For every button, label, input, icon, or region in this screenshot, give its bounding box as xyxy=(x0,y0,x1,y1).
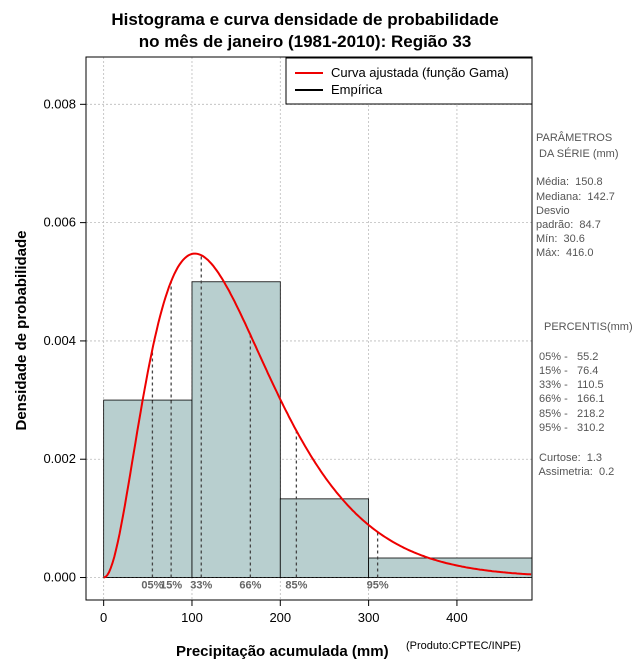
y-tick-label-1: 0.002 xyxy=(43,451,76,466)
x-tick-label-4: 400 xyxy=(446,610,468,625)
percentile-label-3: 66% xyxy=(239,580,261,592)
x-tick-label-3: 300 xyxy=(358,610,380,625)
stat-padrao: padrão: 84.7 xyxy=(536,219,601,231)
percentil-66: 66% - 166.1 xyxy=(536,393,605,405)
credit-text: (Produto:CPTEC/INPE) xyxy=(406,640,521,652)
stat-assimetria: Assimetria: 0.2 xyxy=(536,466,615,478)
y-tick-label-4: 0.008 xyxy=(43,96,76,111)
y-tick-label-3: 0.006 xyxy=(43,215,76,230)
chart-title-line2: no mês de janeiro (1981-2010): Região 33 xyxy=(138,32,472,51)
percentil-15: 15% - 76.4 xyxy=(536,365,599,377)
percentil-95: 95% - 310.2 xyxy=(536,422,605,434)
legend-label-0: Curva ajustada (função Gama) xyxy=(331,65,509,80)
y-tick-label-2: 0.004 xyxy=(43,333,76,348)
stats-header: PARÂMETROS xyxy=(536,132,613,144)
stat-media: Média: 150.8 xyxy=(536,176,603,188)
stats-header-unit: DA SÉRIE (mm) xyxy=(536,148,619,160)
x-axis-label: Precipitação acumulada (mm) xyxy=(176,643,389,660)
y-tick-label-0: 0.000 xyxy=(43,570,76,585)
plot-frame xyxy=(85,56,533,601)
percentile-label-4: 85% xyxy=(285,580,307,592)
stat-max: Máx: 416.0 xyxy=(536,247,594,259)
percentile-label-0: 05% xyxy=(141,580,163,592)
legend-label-1: Empírica xyxy=(331,82,383,97)
stat-min: Mín: 30.6 xyxy=(536,233,585,245)
percentil-85: 85% - 218.2 xyxy=(536,408,605,420)
legend-box xyxy=(285,57,533,105)
percentis-header: PERCENTIS(mm) xyxy=(544,321,633,333)
chart-title-line1: Histograma e curva densidade de probabil… xyxy=(111,10,499,29)
stat-desvio: Desvio xyxy=(536,205,570,217)
histogram-bar xyxy=(191,281,281,578)
percentile-label-2: 33% xyxy=(190,580,212,592)
percentil-33: 33% - 110.5 xyxy=(536,379,604,391)
percentile-label-5: 95% xyxy=(367,580,389,592)
stat-curtose: Curtose: 1.3 xyxy=(536,452,603,464)
x-tick-label-0: 0 xyxy=(100,610,107,625)
histogram-bar xyxy=(279,498,370,578)
stat-mediana: Mediana: 142.7 xyxy=(536,191,615,203)
y-axis-label: Densidade de probabilidade xyxy=(13,230,30,430)
x-tick-label-2: 200 xyxy=(269,610,291,625)
histogram-bars xyxy=(103,281,532,578)
percentile-label-1: 15% xyxy=(160,580,182,592)
percentil-05: 05% - 55.2 xyxy=(536,351,599,363)
x-tick-label-1: 100 xyxy=(181,610,203,625)
gamma-curve-line xyxy=(103,252,532,579)
histogram-bar xyxy=(103,399,193,578)
